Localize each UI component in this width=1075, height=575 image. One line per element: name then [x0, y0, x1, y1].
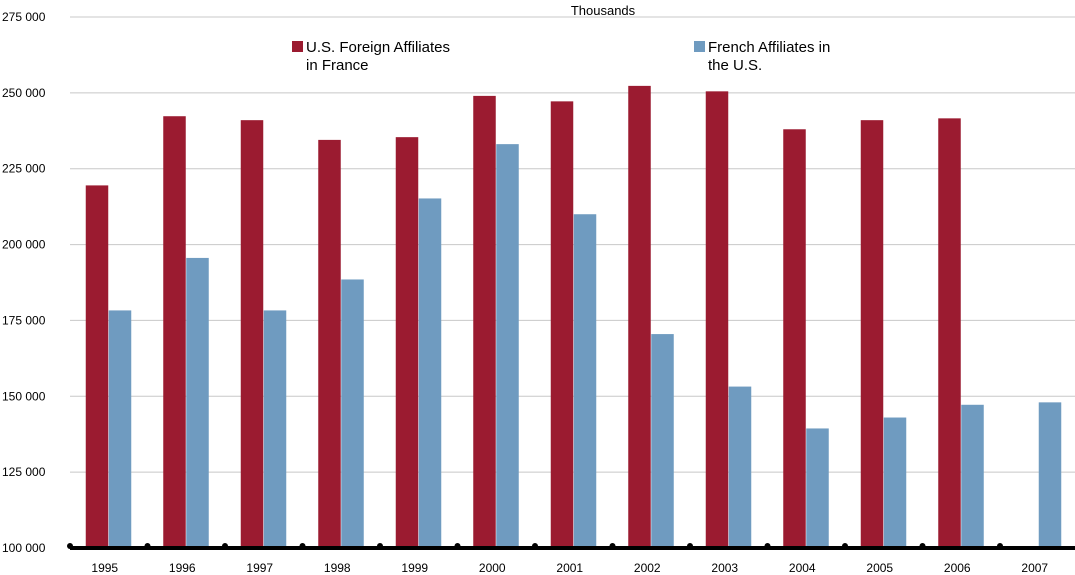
bar-us-affiliates-1997 [240, 120, 264, 548]
bar-us-affiliates-2002 [628, 85, 651, 548]
x-tick-label: 1995 [91, 561, 118, 575]
x-tick-mark [222, 543, 228, 549]
bar-us-affiliates-2006 [938, 118, 961, 548]
x-tick-mark [377, 543, 383, 549]
x-tick-label: 2003 [711, 561, 738, 575]
bar-french-affiliates-2001 [573, 214, 597, 548]
bar-us-affiliates-2004 [783, 129, 806, 549]
bar-french-affiliates-1999 [418, 198, 442, 548]
x-tick-label: 1999 [401, 561, 428, 575]
x-tick-mark [764, 543, 771, 549]
x-tick-mark [454, 543, 461, 549]
x-tick-mark [842, 543, 848, 549]
bar-french-affiliates-2006 [961, 404, 984, 548]
bar-us-affiliates-1996 [163, 116, 186, 549]
bar-french-affiliates-2003 [728, 386, 752, 548]
x-tick-mark [997, 543, 1003, 549]
y-tick-label: 150 000 [2, 389, 46, 403]
axes: 100 000 125 000 150 000 175 000 200 000 225 0… [2, 10, 1075, 575]
legend-item-french-affiliates: French Affiliates in the U.S. [694, 39, 830, 74]
legend-swatch-us-affiliates [292, 41, 303, 52]
bar-french-affiliates-2000 [496, 144, 519, 548]
bar-french-affiliates-2007 [1038, 402, 1062, 548]
x-tick-label: 2007 [1021, 561, 1048, 575]
unit-label: Thousands [571, 3, 636, 18]
y-tick-label: 200 000 [2, 238, 46, 252]
legend-swatch-french-affiliates [694, 41, 705, 52]
x-tick-label: 2004 [789, 561, 816, 575]
y-tick-label: 125 000 [2, 465, 46, 479]
x-tick-mark [299, 543, 306, 549]
bar-us-affiliates-1999 [395, 137, 419, 548]
bar-us-affiliates-2005 [860, 120, 884, 548]
x-tick-label: 2006 [944, 561, 971, 575]
x-tick-label: 1998 [324, 561, 351, 575]
x-tick-mark [532, 543, 538, 549]
bars [85, 85, 1062, 549]
legend: U.S. Foreign Affiliates in France French… [292, 39, 830, 74]
y-tick-label: 275 000 [2, 10, 46, 24]
y-tick-label: 100 000 [2, 541, 46, 555]
x-tick-mark [687, 543, 693, 549]
x-tick-label: 1996 [169, 561, 196, 575]
legend-label-us-affiliates-line2: in France [306, 57, 369, 74]
legend-label-french-affiliates-line1: French Affiliates in [708, 39, 830, 56]
bar-french-affiliates-1996 [186, 257, 209, 548]
y-tick-label: 225 000 [2, 162, 46, 176]
x-tick-label: 2000 [479, 561, 506, 575]
legend-item-us-affiliates: U.S. Foreign Affiliates in France [292, 39, 450, 74]
bar-french-affiliates-1997 [263, 310, 287, 548]
y-tick-label: 175 000 [2, 313, 46, 327]
bar-french-affiliates-1998 [341, 279, 364, 548]
x-tick-mark [919, 543, 926, 549]
y-tick-label: 250 000 [2, 86, 46, 100]
bar-us-affiliates-2001 [550, 101, 574, 548]
x-tick-mark [144, 543, 151, 549]
x-tick-label: 2002 [634, 561, 661, 575]
bar-us-affiliates-1998 [318, 139, 341, 549]
x-tick-label: 2001 [556, 561, 583, 575]
legend-label-french-affiliates-line2: the U.S. [708, 57, 762, 74]
bar-us-affiliates-2000 [473, 95, 496, 549]
x-tick-mark [609, 543, 616, 549]
bar-french-affiliates-2004 [806, 428, 829, 548]
bar-us-affiliates-2003 [705, 91, 729, 548]
x-tick-label: 1997 [246, 561, 273, 575]
x-tick-mark [67, 543, 73, 549]
bar-french-affiliates-1995 [108, 310, 132, 548]
bar-us-affiliates-1995 [85, 185, 109, 548]
legend-label-us-affiliates-line1: U.S. Foreign Affiliates [306, 39, 450, 56]
bar-french-affiliates-2002 [651, 334, 674, 548]
x-tick-label: 2005 [866, 561, 893, 575]
bar-french-affiliates-2005 [883, 417, 907, 548]
